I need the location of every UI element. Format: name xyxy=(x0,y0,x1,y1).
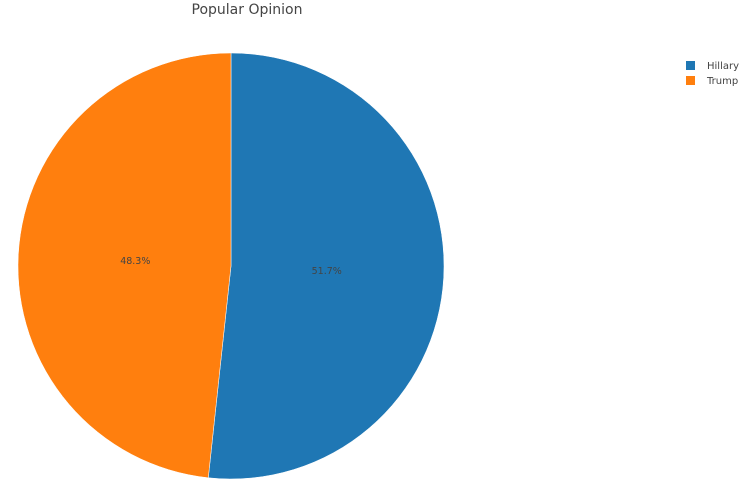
legend-swatch-trump xyxy=(686,76,695,85)
chart-title: Popular Opinion xyxy=(192,2,303,18)
slice-label-trump: 48.3% xyxy=(120,256,150,267)
legend-swatch-hillary xyxy=(686,61,695,70)
pie-slice-trump[interactable] xyxy=(17,52,232,479)
legend-label-trump: Trump xyxy=(706,76,738,87)
legend: Hillary Trump xyxy=(686,61,739,87)
slice-label-hillary: 51.7% xyxy=(312,266,342,277)
pie-slice-hillary[interactable] xyxy=(208,52,445,480)
pie-slice-labels: 51.7% 48.3% xyxy=(120,256,342,277)
legend-label-hillary: Hillary xyxy=(707,61,739,72)
legend-item-hillary[interactable]: Hillary xyxy=(686,61,739,72)
legend-item-trump[interactable]: Trump xyxy=(686,76,738,87)
pie-slices xyxy=(17,52,445,480)
